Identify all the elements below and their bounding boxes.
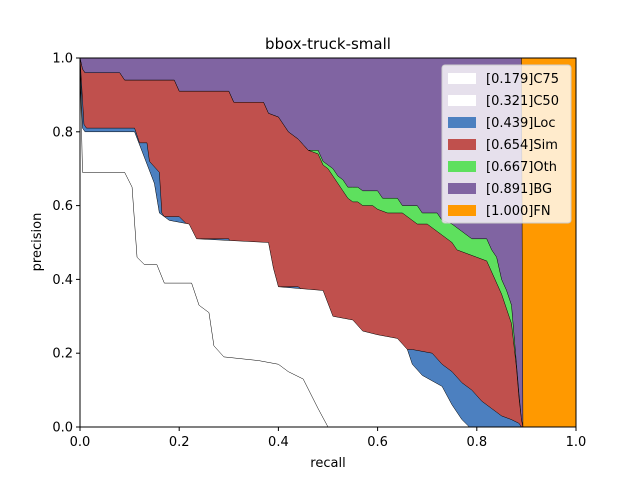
y-tick-label: 0.4 [52, 273, 73, 288]
y-axis-ticks: 0.0 0.2 0.4 0.6 0.8 1.0 [52, 52, 80, 436]
y-tick-label: 0.6 [52, 199, 73, 214]
y-tick-label: 0.8 [52, 125, 73, 140]
y-axis-label: precision [30, 213, 45, 272]
x-tick-label: 1.0 [566, 435, 587, 450]
axes-frame [79, 57, 577, 428]
x-tick-label: 0.6 [367, 435, 388, 450]
legend-swatch [448, 73, 476, 84]
chart-title: bbox-truck-small [265, 35, 391, 53]
x-axis-ticks: 0.0 0.2 0.4 0.6 0.8 1.0 [70, 427, 587, 450]
legend: [0.179]C75 [0.321]C50 [0.439]Loc [0.654]Sim… [441, 64, 572, 224]
legend-swatch [448, 161, 476, 172]
x-tick-label: 0.8 [466, 435, 487, 450]
legend-swatch [448, 139, 476, 150]
legend-label: [1.000]FN [486, 204, 551, 219]
x-tick-label: 0.4 [268, 435, 289, 450]
area-0-179-c75 [79, 57, 329, 428]
legend-label: [0.654]Sim [486, 138, 558, 153]
legend-swatch [448, 117, 476, 128]
legend-label: [0.321]C50 [486, 94, 559, 109]
x-tick-label: 0.2 [169, 435, 190, 450]
legend-label: [0.439]Loc [486, 116, 555, 131]
y-tick-label: 1.0 [52, 52, 73, 67]
plot-border [79, 57, 577, 428]
legend-swatch [448, 205, 476, 216]
legend-label: [0.891]BG [486, 182, 552, 197]
legend-label: [0.667]Oth [486, 160, 557, 175]
x-tick-label: 0.0 [70, 435, 91, 450]
x-axis-label: recall [310, 456, 345, 471]
legend-swatch [448, 95, 476, 106]
y-tick-label: 0.2 [52, 347, 73, 362]
area-series-group [79, 57, 577, 428]
legend-label: [0.179]C75 [486, 72, 559, 87]
y-tick-label: 0.0 [52, 421, 73, 436]
legend-swatch [448, 183, 476, 194]
